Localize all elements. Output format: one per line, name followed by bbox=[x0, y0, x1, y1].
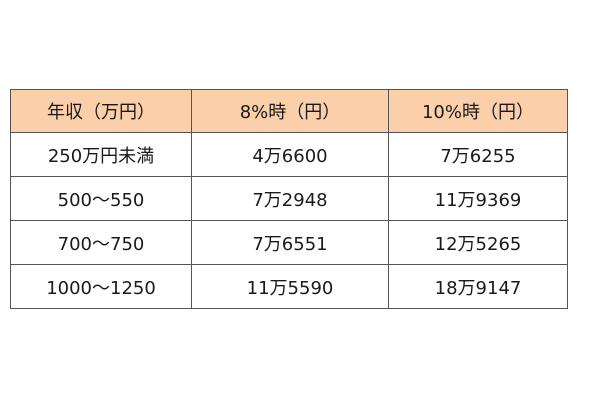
income-cell: 250万円未満 bbox=[10, 132, 192, 177]
amount-8-cell: 7万6551 bbox=[191, 220, 389, 265]
income-cell: 1000〜1250 bbox=[10, 264, 192, 309]
header-annual-income: 年収（万円） bbox=[10, 89, 192, 133]
table-row: 1000〜1250 11万5590 18万9147 bbox=[10, 264, 568, 309]
amount-10-cell: 12万5265 bbox=[388, 220, 568, 265]
income-cell: 500〜550 bbox=[10, 176, 192, 221]
amount-10-cell: 7万6255 bbox=[388, 132, 568, 177]
table-row: 700〜750 7万6551 12万5265 bbox=[10, 220, 568, 265]
income-cell: 700〜750 bbox=[10, 220, 192, 265]
table-row: 500〜550 7万2948 11万9369 bbox=[10, 176, 568, 221]
table-header-row: 年収（万円） 8%時（円） 10%時（円） bbox=[10, 89, 568, 133]
header-8-percent: 8%時（円） bbox=[191, 89, 389, 133]
amount-8-cell: 7万2948 bbox=[191, 176, 389, 221]
amount-8-cell: 4万6600 bbox=[191, 132, 389, 177]
table-row: 250万円未満 4万6600 7万6255 bbox=[10, 132, 568, 177]
header-10-percent: 10%時（円） bbox=[388, 89, 568, 133]
amount-10-cell: 11万9369 bbox=[388, 176, 568, 221]
amount-8-cell: 11万5590 bbox=[191, 264, 389, 309]
tax-burden-table: 年収（万円） 8%時（円） 10%時（円） 250万円未満 4万6600 7万6… bbox=[10, 89, 568, 309]
amount-10-cell: 18万9147 bbox=[388, 264, 568, 309]
